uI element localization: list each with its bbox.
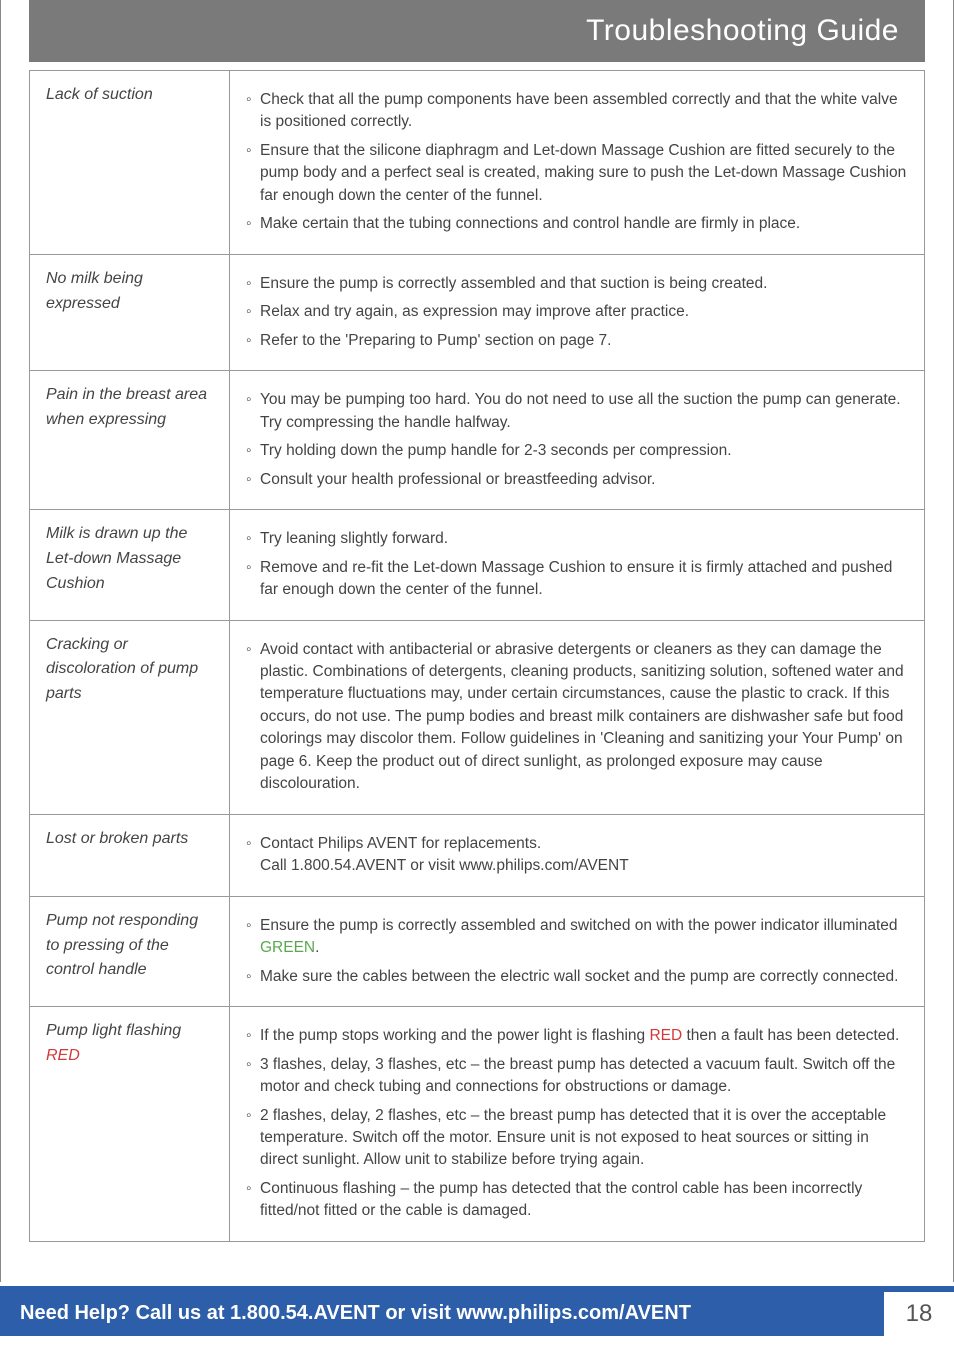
bullet-icon: ◦ (246, 639, 260, 796)
problem-cell: Pump light flashing RED (30, 1007, 230, 1242)
solution-bullet: ◦Avoid contact with antibacterial or abr… (246, 639, 908, 796)
page-container: Troubleshooting Guide Lack of suction◦Ch… (0, 0, 954, 1282)
table-bottom-spacer (29, 1242, 925, 1272)
bullet-icon: ◦ (246, 1025, 260, 1047)
bullet-icon: ◦ (246, 140, 260, 207)
footer-help-text: Need Help? Call us at 1.800.54.AVENT or … (0, 1292, 884, 1336)
solution-cell: ◦Contact Philips AVENT for replacements.… (230, 814, 925, 896)
table-row: Lack of suction◦Check that all the pump … (30, 71, 925, 255)
solution-bullet: ◦Try leaning slightly forward. (246, 528, 908, 550)
solution-text: Ensure the pump is correctly assembled a… (260, 273, 908, 295)
solution-text: 3 flashes, delay, 3 flashes, etc – the b… (260, 1054, 908, 1099)
solution-text: Contact Philips AVENT for replacements.C… (260, 833, 908, 878)
bullet-icon: ◦ (246, 833, 260, 878)
solution-bullet: ◦If the pump stops working and the power… (246, 1025, 908, 1047)
solution-bullet: ◦Ensure the pump is correctly assembled … (246, 915, 908, 960)
solution-bullet: ◦Continuous flashing – the pump has dete… (246, 1178, 908, 1223)
solution-cell: ◦Avoid contact with antibacterial or abr… (230, 620, 925, 814)
solution-cell: ◦Check that all the pump components have… (230, 71, 925, 255)
problem-cell: No milk being expressed (30, 254, 230, 370)
solution-text: Check that all the pump components have … (260, 89, 908, 134)
page-title-bar: Troubleshooting Guide (29, 0, 925, 62)
bullet-icon: ◦ (246, 440, 260, 462)
solution-bullet: ◦Consult your health professional or bre… (246, 469, 908, 491)
solution-text: Try leaning slightly forward. (260, 528, 908, 550)
solution-bullet: ◦Remove and re-fit the Let-down Massage … (246, 557, 908, 602)
table-row: Pain in the breast area when expressing ◦… (30, 371, 925, 510)
page-number: 18 (884, 1292, 954, 1336)
solution-text: Make certain that the tubing connections… (260, 213, 908, 235)
bullet-icon: ◦ (246, 1054, 260, 1099)
table-row: Lost or broken parts ◦Contact Philips AVE… (30, 814, 925, 896)
footer: Need Help? Call us at 1.800.54.AVENT or … (0, 1292, 954, 1336)
bullet-icon: ◦ (246, 330, 260, 352)
bullet-icon: ◦ (246, 469, 260, 491)
bullet-icon: ◦ (246, 213, 260, 235)
solution-bullet: ◦Ensure that the silicone diaphragm and … (246, 140, 908, 207)
solution-bullet: ◦Contact Philips AVENT for replacements.… (246, 833, 908, 878)
bullet-icon: ◦ (246, 557, 260, 602)
page-title: Troubleshooting Guide (586, 14, 899, 47)
solution-text: 2 flashes, delay, 2 flashes, etc – the b… (260, 1105, 908, 1172)
bullet-icon: ◦ (246, 915, 260, 960)
bullet-icon: ◦ (246, 301, 260, 323)
solution-bullet: ◦Refer to the 'Preparing to Pump' sectio… (246, 330, 908, 352)
solution-text: Continuous flashing – the pump has detec… (260, 1178, 908, 1223)
problem-cell: Pump not responding to pressing of the c… (30, 896, 230, 1006)
solution-cell: ◦If the pump stops working and the power… (230, 1007, 925, 1242)
solution-text: Refer to the 'Preparing to Pump' section… (260, 330, 908, 352)
problem-cell: Pain in the breast area when expressing (30, 371, 230, 510)
table-row: Pump light flashing RED◦If the pump stop… (30, 1007, 925, 1242)
solution-cell: ◦Try leaning slightly forward.◦Remove an… (230, 510, 925, 620)
problem-cell: Lack of suction (30, 71, 230, 255)
solution-text: You may be pumping too hard. You do not … (260, 389, 908, 434)
solution-bullet: ◦3 flashes, delay, 3 flashes, etc – the … (246, 1054, 908, 1099)
solution-text: Ensure that the silicone diaphragm and L… (260, 140, 908, 207)
solution-text: Avoid contact with antibacterial or abra… (260, 639, 908, 796)
solution-cell: ◦Ensure the pump is correctly assembled … (230, 254, 925, 370)
table-row: Cracking or discoloration of pump parts◦… (30, 620, 925, 814)
bullet-icon: ◦ (246, 966, 260, 988)
table-row: No milk being expressed◦Ensure the pump … (30, 254, 925, 370)
solution-bullet: ◦Try holding down the pump handle for 2-… (246, 440, 908, 462)
solution-text: Remove and re-fit the Let-down Massage C… (260, 557, 908, 602)
solution-text: Ensure the pump is correctly assembled a… (260, 915, 908, 960)
bullet-icon: ◦ (246, 1105, 260, 1172)
solution-bullet: ◦Relax and try again, as expression may … (246, 301, 908, 323)
solution-text: Consult your health professional or brea… (260, 469, 908, 491)
solution-cell: ◦Ensure the pump is correctly assembled … (230, 896, 925, 1006)
bullet-icon: ◦ (246, 528, 260, 550)
solution-bullet: ◦Make certain that the tubing connection… (246, 213, 908, 235)
problem-cell: Lost or broken parts (30, 814, 230, 896)
solution-bullet: ◦Ensure the pump is correctly assembled … (246, 273, 908, 295)
bullet-icon: ◦ (246, 389, 260, 434)
solution-bullet: ◦2 flashes, delay, 2 flashes, etc – the … (246, 1105, 908, 1172)
solution-text: If the pump stops working and the power … (260, 1025, 908, 1047)
troubleshooting-table: Lack of suction◦Check that all the pump … (29, 70, 925, 1242)
bullet-icon: ◦ (246, 273, 260, 295)
solution-cell: ◦You may be pumping too hard. You do not… (230, 371, 925, 510)
solution-bullet: ◦Check that all the pump components have… (246, 89, 908, 134)
table-row: Pump not responding to pressing of the c… (30, 896, 925, 1006)
solution-bullet: ◦Make sure the cables between the electr… (246, 966, 908, 988)
solution-text: Make sure the cables between the electri… (260, 966, 908, 988)
solution-text: Relax and try again, as expression may i… (260, 301, 908, 323)
solution-bullet: ◦You may be pumping too hard. You do not… (246, 389, 908, 434)
problem-cell: Milk is drawn up the Let-down Massage Cu… (30, 510, 230, 620)
table-row: Milk is drawn up the Let-down Massage Cu… (30, 510, 925, 620)
solution-text: Try holding down the pump handle for 2-3… (260, 440, 908, 462)
bullet-icon: ◦ (246, 1178, 260, 1223)
problem-cell: Cracking or discoloration of pump parts (30, 620, 230, 814)
bullet-icon: ◦ (246, 89, 260, 134)
